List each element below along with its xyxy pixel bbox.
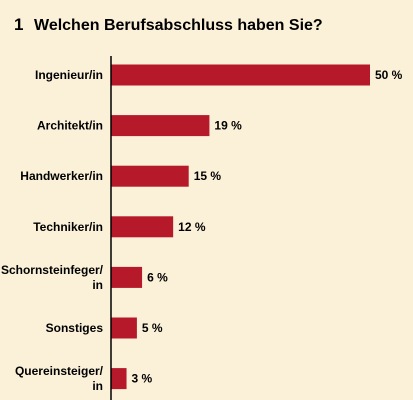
- value-label-2: 15 %: [194, 169, 222, 183]
- value-label-1: 19 %: [214, 119, 242, 133]
- bar-1: [111, 115, 210, 137]
- bar-0: [111, 64, 370, 86]
- value-label-0: 50 %: [375, 68, 403, 82]
- bar-4: [111, 266, 143, 288]
- bar-2: [111, 165, 189, 187]
- value-label-5: 5 %: [142, 321, 163, 335]
- chart-title: Welchen Berufsabschluss haben Sie?: [34, 17, 323, 34]
- category-label-2: Handwerker/in: [20, 169, 103, 183]
- value-label-3: 12 %: [178, 220, 206, 234]
- value-label-4: 6 %: [147, 270, 168, 284]
- category-label-0: Ingenieur/in: [35, 68, 103, 82]
- category-label-3: Techniker/in: [33, 220, 103, 234]
- bar-3: [111, 216, 174, 238]
- category-label-1: Architekt/in: [37, 119, 103, 133]
- bar-5: [111, 317, 137, 339]
- bars-group: Ingenieur/in 50 % Architekt/in 19 % Handwerk…: [1, 64, 403, 393]
- bar-6: [111, 368, 127, 390]
- category-label-6: Quereinsteiger/in: [15, 364, 104, 393]
- chart-number: 1: [14, 15, 23, 34]
- value-label-6: 3 %: [132, 372, 153, 386]
- category-label-5: Sonstiges: [46, 321, 104, 335]
- category-label-4: Schornsteinfeger/in: [1, 263, 104, 292]
